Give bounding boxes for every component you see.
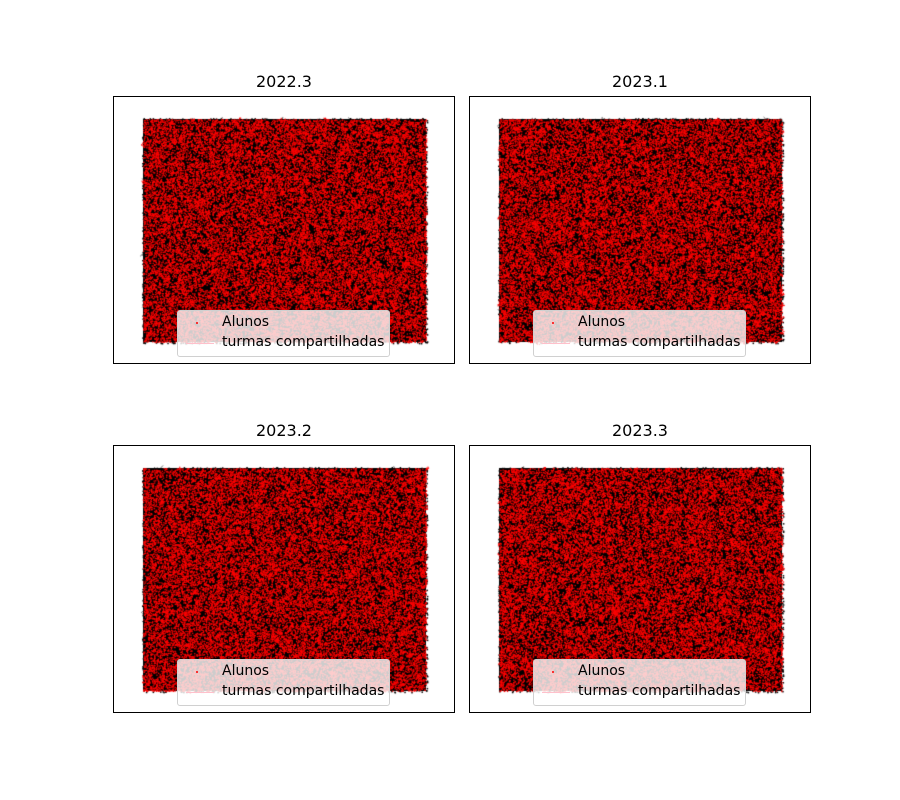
subplot-title: 2023.2 [256,421,312,440]
subplot-2023-2: 2023.2 Alunos turmas compartilhadas [113,419,455,713]
subplot-2022-3: 2022.3 Alunos turmas compartilhadas [113,70,455,364]
subplot-title: 2023.3 [612,421,668,440]
subplot-title: 2023.1 [612,72,668,91]
legend-line-turmas [542,692,570,693]
legend-marker-alunos [552,671,554,673]
legend-label-alunos: Alunos [222,314,270,330]
legend-line-turmas [186,692,214,693]
legend-entry-turmas: turmas compartilhadas [178,333,389,353]
plot-area: Alunos turmas compartilhadas [469,445,811,713]
subplot-2023-3: 2023.3 Alunos turmas compartilhadas [469,419,811,713]
legend-label-turmas: turmas compartilhadas [578,683,741,699]
legend-label-turmas: turmas compartilhadas [578,334,741,350]
legend-marker-alunos [196,671,198,673]
legend-label-alunos: Alunos [578,663,626,679]
plot-area: Alunos turmas compartilhadas [113,96,455,364]
subplot-title: 2022.3 [256,72,312,91]
legend-entry-alunos: Alunos [534,313,745,333]
legend-entry-alunos: Alunos [178,313,389,333]
legend-entry-turmas: turmas compartilhadas [534,682,745,702]
legend-line-turmas [542,343,570,344]
legend-marker-alunos [552,322,554,324]
legend-line-turmas [186,343,214,344]
plot-area: Alunos turmas compartilhadas [469,96,811,364]
legend-label-alunos: Alunos [222,663,270,679]
legend: Alunos turmas compartilhadas [533,310,746,357]
legend: Alunos turmas compartilhadas [177,310,390,357]
legend-label-turmas: turmas compartilhadas [222,683,385,699]
legend-label-alunos: Alunos [578,314,626,330]
legend-marker-alunos [196,322,198,324]
legend-entry-turmas: turmas compartilhadas [534,333,745,353]
legend: Alunos turmas compartilhadas [177,659,390,706]
legend-entry-turmas: turmas compartilhadas [178,682,389,702]
legend-entry-alunos: Alunos [534,662,745,682]
legend-entry-alunos: Alunos [178,662,389,682]
plot-area: Alunos turmas compartilhadas [113,445,455,713]
legend-label-turmas: turmas compartilhadas [222,334,385,350]
legend: Alunos turmas compartilhadas [533,659,746,706]
subplot-2023-1: 2023.1 Alunos turmas compartilhadas [469,70,811,364]
